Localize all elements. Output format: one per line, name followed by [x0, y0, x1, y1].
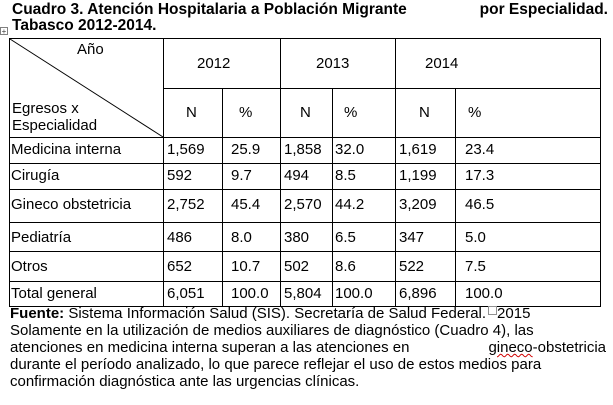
pct-cell: 10.7: [231, 258, 261, 275]
source-label: Fuente:: [10, 305, 65, 322]
paragraph-line: atenciones en medicina interna superan a…: [10, 339, 606, 356]
count-cell: 5,804: [284, 285, 322, 302]
pct-cell: 44.2: [335, 196, 365, 213]
count-cell: 6,051: [167, 285, 205, 302]
corner-specialty-label-1: Egresos x: [12, 100, 79, 117]
paragraph-fragment: atenciones en medicina interna superan a…: [10, 339, 410, 356]
pct-cell: 100.0: [335, 285, 373, 302]
table-border: [9, 38, 601, 307]
row-label: Gineco obstetricia: [11, 196, 132, 213]
count-cell: 1,858: [284, 141, 322, 158]
source-text: Sistema Información Salud (SIS). Secreta…: [68, 305, 487, 322]
row-label: Pediatría: [11, 229, 72, 246]
pct-cell: 25.9: [231, 141, 261, 158]
count-cell: 486: [167, 229, 193, 246]
pct-cell: 8.6: [335, 258, 356, 275]
count-cell: 380: [284, 229, 310, 246]
paragraph-line: Solamente en la utilización de medios au…: [10, 322, 534, 339]
spellcheck-word: gineco: [488, 339, 533, 356]
pct-cell: 7.5: [465, 258, 486, 275]
count-cell: 494: [284, 167, 310, 184]
count-cell: 1,619: [399, 141, 437, 158]
pct-cell: 6.5: [335, 229, 356, 246]
analysis-paragraph: Solamente en la utilización de medios au…: [10, 322, 606, 390]
row-label: Medicina interna: [11, 141, 122, 158]
source-line: Fuente: Sistema Información Salud (SIS).…: [10, 306, 530, 322]
pct-cell: 5.0: [465, 229, 486, 246]
pct-cell: 46.5: [465, 196, 495, 213]
count-cell: 592: [167, 167, 193, 184]
count-cell: 1,199: [399, 167, 437, 184]
source-year: 2015: [497, 305, 531, 322]
table-move-handle-icon[interactable]: +: [0, 27, 8, 36]
row-label: Otros: [11, 258, 48, 275]
year-header: 2014: [425, 55, 459, 72]
table-title: Cuadro 3. Atención Hospitalaria a Poblac…: [12, 2, 608, 34]
title-main: Cuadro 3. Atención Hospitalaria a Poblac…: [12, 1, 407, 18]
pct-cell: 32.0: [335, 141, 365, 158]
paragraph-fragment: -obstetricia: [532, 339, 606, 356]
corner-diagonal: [9, 38, 164, 138]
year-header: 2013: [316, 55, 350, 72]
year-header: 2012: [197, 55, 231, 72]
row-label: Cirugía: [11, 167, 60, 184]
count-cell: 2,752: [167, 196, 205, 213]
row-label: Total general: [11, 285, 97, 302]
pct-cell: 100.0: [465, 285, 503, 302]
count-cell: 522: [399, 258, 425, 275]
col-n-header: N: [419, 104, 430, 121]
corner-specialty-label-2: Especialidad: [12, 117, 98, 134]
pct-cell: 45.4: [231, 196, 261, 213]
title-location: Tabasco 2012-2014.: [12, 17, 157, 34]
count-cell: 1,569: [167, 141, 205, 158]
col-pct-header: %: [239, 104, 253, 121]
anchor-marker-icon: [488, 306, 498, 315]
title-specialty: por Especialidad.: [479, 1, 608, 18]
col-n-header: N: [300, 104, 311, 121]
paragraph-line: durante el período analizado, lo que par…: [10, 356, 542, 373]
col-pct-header: %: [468, 104, 482, 121]
pct-cell: 23.4: [465, 141, 495, 158]
paragraph-line: confirmación diagnóstica ante las urgenc…: [10, 373, 360, 390]
corner-year-label: Año: [77, 41, 104, 58]
count-cell: 652: [167, 258, 193, 275]
pct-cell: 9.7: [231, 167, 252, 184]
pct-cell: 17.3: [465, 167, 495, 184]
count-cell: 347: [399, 229, 425, 246]
count-cell: 6,896: [399, 285, 437, 302]
count-cell: 3,209: [399, 196, 437, 213]
count-cell: 502: [284, 258, 310, 275]
col-pct-header: %: [344, 104, 358, 121]
pct-cell: 100.0: [231, 285, 269, 302]
col-n-header: N: [186, 104, 197, 121]
pct-cell: 8.0: [231, 229, 252, 246]
count-cell: 2,570: [284, 196, 322, 213]
pct-cell: 8.5: [335, 167, 356, 184]
